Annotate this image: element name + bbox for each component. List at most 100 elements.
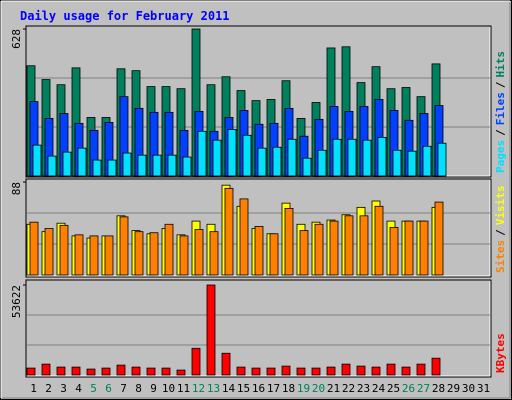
bar bbox=[389, 227, 399, 276]
legend-entry: Pages bbox=[494, 140, 507, 173]
legend: Pages / Files / Hits bbox=[494, 51, 507, 173]
bar bbox=[332, 138, 342, 177]
bar bbox=[119, 216, 129, 276]
bar bbox=[236, 366, 246, 376]
chart-title: Daily usage for February 2011 bbox=[20, 9, 230, 23]
bar bbox=[299, 230, 309, 276]
bar bbox=[269, 233, 279, 276]
x-tick-label: 7 bbox=[120, 382, 127, 395]
panel bbox=[25, 279, 492, 378]
bar bbox=[62, 151, 72, 177]
x-tick-label: 21 bbox=[327, 382, 340, 395]
bar bbox=[284, 208, 294, 276]
bar bbox=[251, 367, 261, 376]
x-tick-label: 25 bbox=[387, 382, 400, 395]
bar bbox=[101, 367, 111, 376]
x-tick-label: 28 bbox=[432, 382, 445, 395]
bar bbox=[404, 220, 414, 276]
bar bbox=[191, 347, 201, 376]
bar bbox=[134, 231, 144, 276]
bar bbox=[314, 223, 324, 276]
bar bbox=[197, 130, 207, 177]
x-tick-label: 30 bbox=[462, 382, 475, 395]
legend-separator: / bbox=[494, 81, 507, 88]
bar bbox=[377, 136, 387, 177]
bar bbox=[74, 234, 84, 276]
x-tick-label: 22 bbox=[342, 382, 355, 395]
bar bbox=[137, 154, 147, 177]
legend-entry: KBytes bbox=[494, 333, 507, 373]
bar bbox=[401, 366, 411, 376]
bar bbox=[206, 284, 216, 376]
x-tick-label: 29 bbox=[447, 382, 460, 395]
bar bbox=[179, 235, 189, 276]
x-tick-label: 10 bbox=[162, 382, 175, 395]
x-tick-label: 20 bbox=[312, 382, 325, 395]
x-tick-label: 6 bbox=[105, 382, 112, 395]
bar bbox=[92, 159, 102, 177]
bar bbox=[146, 367, 156, 376]
legend-entry: Hits bbox=[494, 51, 507, 78]
bar bbox=[56, 366, 66, 376]
x-tick-label: 23 bbox=[357, 382, 370, 395]
x-tick-label: 17 bbox=[267, 382, 280, 395]
bar bbox=[209, 231, 219, 276]
x-tick-label: 11 bbox=[177, 382, 190, 395]
bar bbox=[47, 155, 57, 177]
x-tick-label: 9 bbox=[150, 382, 157, 395]
bar bbox=[287, 138, 297, 177]
bar bbox=[26, 367, 36, 376]
legend-entry: Sites bbox=[494, 240, 507, 273]
bar bbox=[227, 129, 237, 177]
bar bbox=[257, 147, 267, 177]
bar bbox=[341, 363, 351, 376]
bar bbox=[407, 150, 417, 177]
legend-separator: / bbox=[494, 129, 507, 136]
legend: KBytes bbox=[494, 333, 507, 373]
bar bbox=[386, 363, 396, 376]
bar bbox=[176, 369, 186, 376]
x-tick-label: 13 bbox=[207, 382, 220, 395]
bar bbox=[356, 365, 366, 376]
bar bbox=[374, 205, 384, 276]
x-tick-label: 19 bbox=[297, 382, 310, 395]
bar bbox=[344, 215, 354, 276]
y-tick-label: 88 bbox=[10, 182, 23, 195]
bar bbox=[149, 232, 159, 276]
x-tick-label: 2 bbox=[45, 382, 52, 395]
x-tick-label: 18 bbox=[282, 382, 295, 395]
bar bbox=[221, 352, 231, 376]
legend: Sites / Visits bbox=[494, 186, 507, 274]
bar bbox=[59, 224, 69, 276]
bar bbox=[422, 145, 432, 177]
bar bbox=[239, 198, 249, 276]
x-tick-label: 1 bbox=[30, 382, 37, 395]
bar bbox=[311, 367, 321, 376]
bar bbox=[392, 149, 402, 177]
bar bbox=[266, 367, 276, 376]
bar bbox=[41, 363, 51, 376]
x-tick-label: 14 bbox=[222, 382, 236, 395]
bar bbox=[317, 149, 327, 177]
legend-entry: Files bbox=[494, 92, 507, 125]
bar bbox=[32, 144, 42, 177]
legend-separator: / bbox=[494, 229, 507, 236]
bar bbox=[296, 367, 306, 376]
bar bbox=[416, 363, 426, 376]
bar bbox=[437, 142, 447, 177]
x-tick-label: 31 bbox=[477, 382, 490, 395]
bar bbox=[359, 215, 369, 276]
x-tick-label: 26 bbox=[402, 382, 415, 395]
bar bbox=[347, 138, 357, 177]
x-tick-label: 12 bbox=[192, 382, 205, 395]
bar bbox=[86, 368, 96, 376]
bar bbox=[434, 201, 444, 276]
bar bbox=[431, 357, 441, 376]
bar bbox=[152, 154, 162, 177]
bar bbox=[242, 134, 252, 177]
x-tick-label: 24 bbox=[372, 382, 386, 395]
x-tick-label: 4 bbox=[75, 382, 82, 395]
bar bbox=[44, 228, 54, 276]
bar bbox=[329, 220, 339, 276]
